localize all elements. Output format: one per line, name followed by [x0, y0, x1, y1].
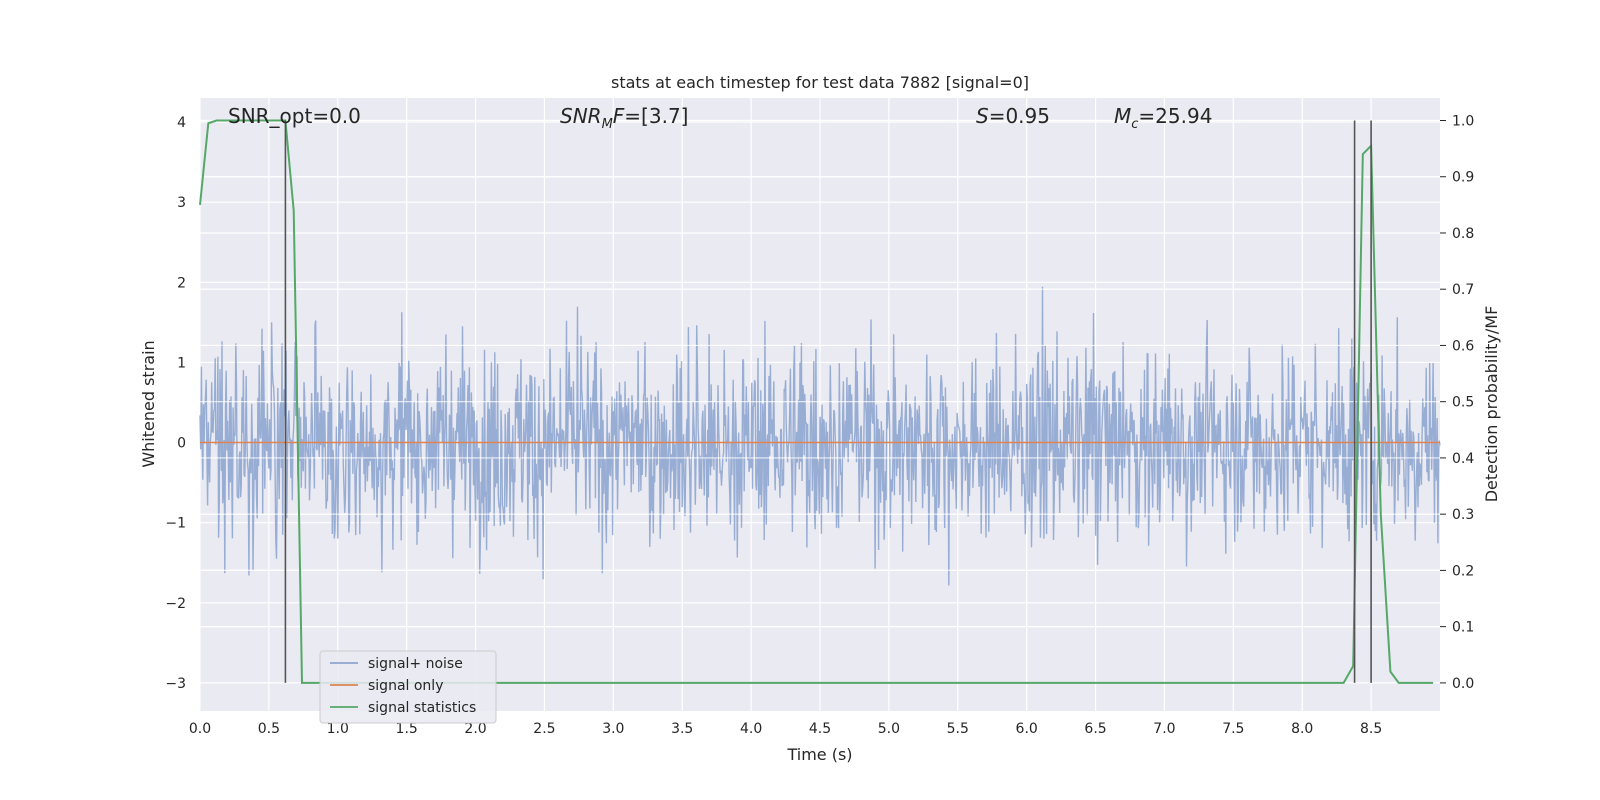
y-right-tick-label: 0.2 [1452, 563, 1474, 579]
annotation-s: S=0.95 [976, 104, 1050, 128]
y-right-tick-label: 0.6 [1452, 338, 1474, 354]
y-left-tick-label: 4 [177, 115, 186, 131]
y-right-tick-label: 0.3 [1452, 507, 1474, 523]
y-left-tick-label: 1 [177, 355, 186, 371]
annotation-mc-sub: c [1131, 117, 1138, 132]
legend-box [319, 650, 497, 724]
annotation-snr-opt: SNR_opt=0.0 [228, 104, 361, 128]
annotation-snr-mf-base: SNR [560, 104, 602, 128]
y-right-tick-label: 1.0 [1452, 113, 1474, 129]
y-left-axis-title: Whitened strain [139, 340, 158, 467]
x-tick-label: 8.5 [1360, 721, 1382, 737]
annotation-mc-value: =25.94 [1138, 104, 1212, 128]
signal-statistics-series [199, 119, 1434, 684]
y-left-tick-label: 2 [177, 275, 186, 291]
x-tick-label: 0.0 [189, 721, 211, 737]
y-right-tick-label: 0.5 [1452, 395, 1474, 411]
y-left-tick-label: −2 [165, 596, 186, 612]
x-tick-label: 3.0 [602, 721, 624, 737]
x-tick-label: 7.5 [1222, 721, 1244, 737]
legend-label-signal-only: signal only [368, 678, 443, 694]
x-tick-label: 5.0 [878, 721, 900, 737]
signal-statistics-line [199, 119, 1434, 684]
noise-line [199, 286, 1441, 586]
y-right-tick-label: 0.1 [1452, 620, 1474, 636]
annotation-mc-var: M [1114, 104, 1131, 128]
x-tick-label: 4.5 [809, 721, 831, 737]
legend: signal+ noise signal only signal statist… [319, 650, 497, 724]
x-tick-label: 5.5 [947, 721, 969, 737]
annotation-mc: Mc=25.94 [1114, 104, 1212, 132]
legend-label-signal-noise: signal+ noise [368, 656, 463, 672]
x-axis-title: Time (s) [786, 745, 852, 764]
y-right-tick-label: 0.0 [1452, 676, 1474, 692]
x-tick-label: 1.0 [327, 721, 349, 737]
annotation-s-value: =0.95 [989, 104, 1050, 128]
legend-label-signal-statistics: signal statistics [368, 700, 476, 716]
chart-title: stats at each timestep for test data 788… [611, 73, 1029, 92]
annotation-s-var: S [976, 104, 989, 128]
annotation-snr-mf: SNRMF=[3.7] [560, 104, 688, 132]
y-left-tick-label: 0 [177, 436, 186, 452]
y-right-tick-label: 0.8 [1452, 226, 1474, 242]
x-tick-label: 4.0 [740, 721, 762, 737]
x-tick-label: 6.0 [1016, 721, 1038, 737]
x-tick-label: 6.5 [1084, 721, 1106, 737]
tick-labels: 0.0 0.5 1.0 1.5 2.0 2.5 3.0 3.5 4.0 4.5 5.0 5.5 6.0 6… [165, 113, 1474, 737]
vertical-markers [284, 120, 1372, 683]
x-tick-label: 3.5 [671, 721, 693, 737]
x-tick-label: 7.0 [1153, 721, 1175, 737]
x-tick-label: 1.5 [396, 721, 418, 737]
x-tick-label: 2.5 [533, 721, 555, 737]
y-left-tick-label: −1 [165, 516, 186, 532]
x-tick-label: 8.0 [1291, 721, 1313, 737]
y-left-tick-label: −3 [165, 676, 186, 692]
y-right-axis-title: Detection probability/MF [1482, 306, 1501, 503]
annotation-snr-mf-value: =[3.7] [624, 104, 688, 128]
annotation-snr-mf-f: F [613, 104, 625, 128]
y-right-tick-label: 0.9 [1452, 170, 1474, 186]
x-tick-label: 2.0 [464, 721, 486, 737]
y-right-tick-label: 0.4 [1452, 451, 1474, 467]
annotation-snr-mf-sub: M [602, 117, 613, 132]
y-left-tick-label: 3 [177, 195, 186, 211]
x-tick-label: 0.5 [258, 721, 280, 737]
y-right-tick-label: 0.7 [1452, 282, 1474, 298]
